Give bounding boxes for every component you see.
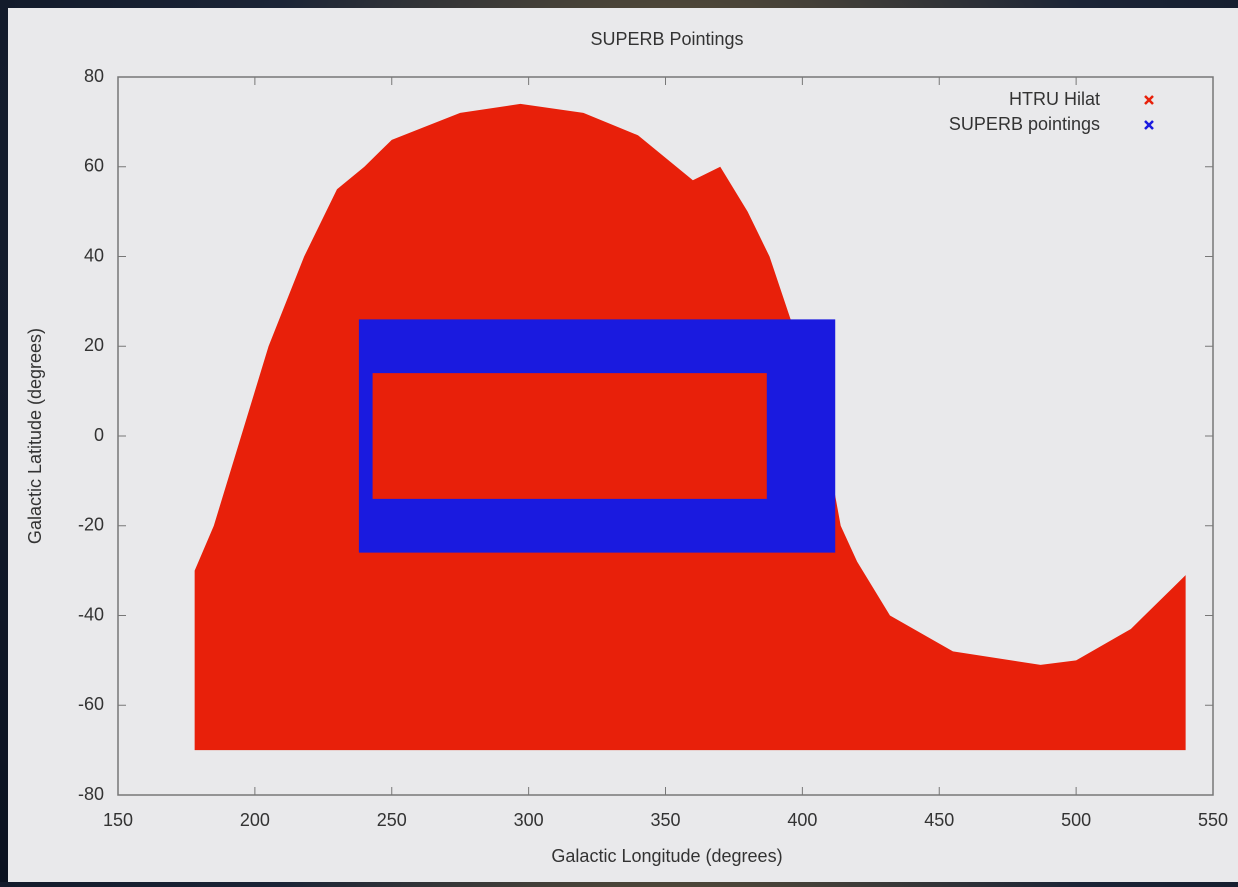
legend-label: SUPERB pointings xyxy=(949,114,1100,134)
y-tick-label: -20 xyxy=(78,515,104,535)
chart-title: SUPERB Pointings xyxy=(590,29,743,49)
x-tick-label: 550 xyxy=(1198,810,1228,830)
x-tick-label: 300 xyxy=(514,810,544,830)
legend-label: HTRU Hilat xyxy=(1009,89,1100,109)
x-tick-label: 500 xyxy=(1061,810,1091,830)
y-tick-label: 0 xyxy=(94,425,104,445)
y-tick-label: 80 xyxy=(84,66,104,86)
y-tick-label: -80 xyxy=(78,784,104,804)
y-tick-label: -40 xyxy=(78,604,104,624)
y-tick-label: 60 xyxy=(84,156,104,176)
x-axis-label: Galactic Longitude (degrees) xyxy=(551,846,782,866)
chart: SUPERB Pointings Galactic Longitude (deg… xyxy=(0,0,1238,882)
y-axis-label: Galactic Latitude (degrees) xyxy=(25,328,45,544)
y-tick-label: 20 xyxy=(84,335,104,355)
x-tick-label: 150 xyxy=(103,810,133,830)
y-tick-label: -60 xyxy=(78,694,104,714)
y-tick-label: 40 xyxy=(84,245,104,265)
x-tick-label: 350 xyxy=(650,810,680,830)
x-tick-label: 450 xyxy=(924,810,954,830)
x-tick-label: 400 xyxy=(787,810,817,830)
x-tick-label: 200 xyxy=(240,810,270,830)
x-tick-label: 250 xyxy=(377,810,407,830)
